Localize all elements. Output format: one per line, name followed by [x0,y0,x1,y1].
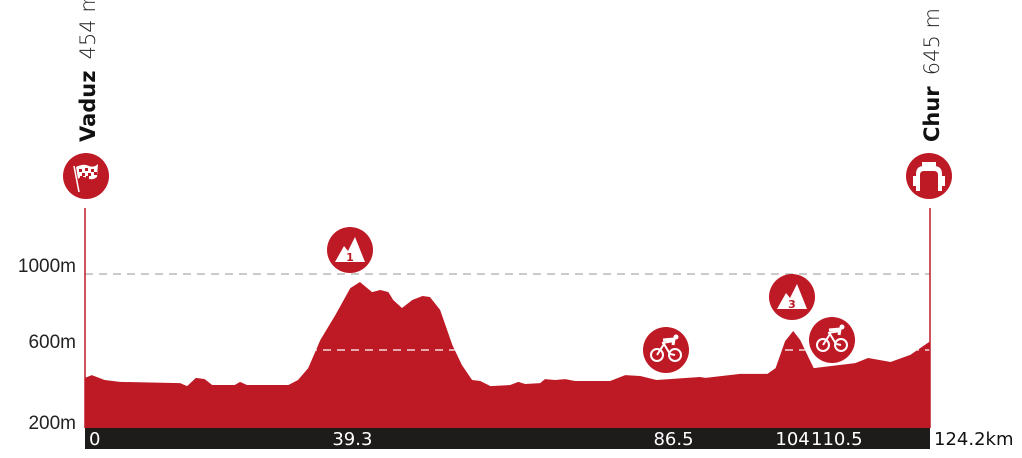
checkered-flag-icon [63,153,109,199]
wheel-back [816,338,830,352]
elevation-profile-area [85,282,930,428]
flag-pole [73,165,80,193]
bike-frame [822,330,842,346]
y-tick-label: 200m [28,413,76,434]
cyclist-icon [643,327,689,373]
marker-circle [809,317,855,363]
mountain-icon: 1 [327,227,373,273]
finish-icon-circle [906,153,952,199]
wheel-front [668,348,682,362]
route-markers: 13 [327,227,855,373]
mountain-shape [335,237,365,262]
finish-arch [916,166,942,191]
wheel-back [650,348,664,362]
y-tick-label: 600m [28,332,76,353]
finish-altitude: 645 m [920,8,944,75]
rider-body [662,337,676,346]
x-axis-labels: 0 39.3 86.5 104 110.5 [89,429,863,450]
mountain-icon: 3 [769,274,815,320]
bike-frame [656,340,676,356]
flag-check [85,168,88,171]
flag-check [79,169,82,172]
y-axis-labels: 200m 600m 1000m [18,256,76,434]
x-tick-label: 39.3 [332,429,372,450]
x-tick-label: 110.5 [811,429,863,450]
flag-check [86,176,89,179]
kom-category-label: 1 [346,251,354,264]
total-distance-label: 124.2km [934,429,1014,450]
flag-cloth [76,164,98,180]
x-tick-label: 0 [89,429,100,450]
wheel-front [834,338,848,352]
start-city: Vaduz [76,71,100,142]
flag-check [82,173,85,176]
y-tick-label: 1000m [18,256,76,277]
finish-city: Chur [920,86,944,142]
finish-location-label: Chur 645 m [920,8,944,142]
kom-category-label: 3 [788,298,796,311]
flag-check [94,172,97,175]
finish-banner [922,162,936,166]
x-tick-label: 104 [775,429,809,450]
km-axis-bar [85,428,930,449]
flag-check [91,169,94,172]
flag-check [88,173,91,176]
finish-arch-icon [906,153,952,199]
start-location-label: Vaduz 454 m [76,0,100,142]
finish-post-left [913,176,916,186]
marker-circle [643,327,689,373]
start-altitude: 454 m [76,0,100,59]
mountain-shape [777,284,807,309]
finish-post-right [942,176,945,186]
flag-check [80,176,83,179]
rider-body [828,327,842,336]
cyclist-icon [809,317,855,363]
x-tick-label: 86.5 [653,429,693,450]
